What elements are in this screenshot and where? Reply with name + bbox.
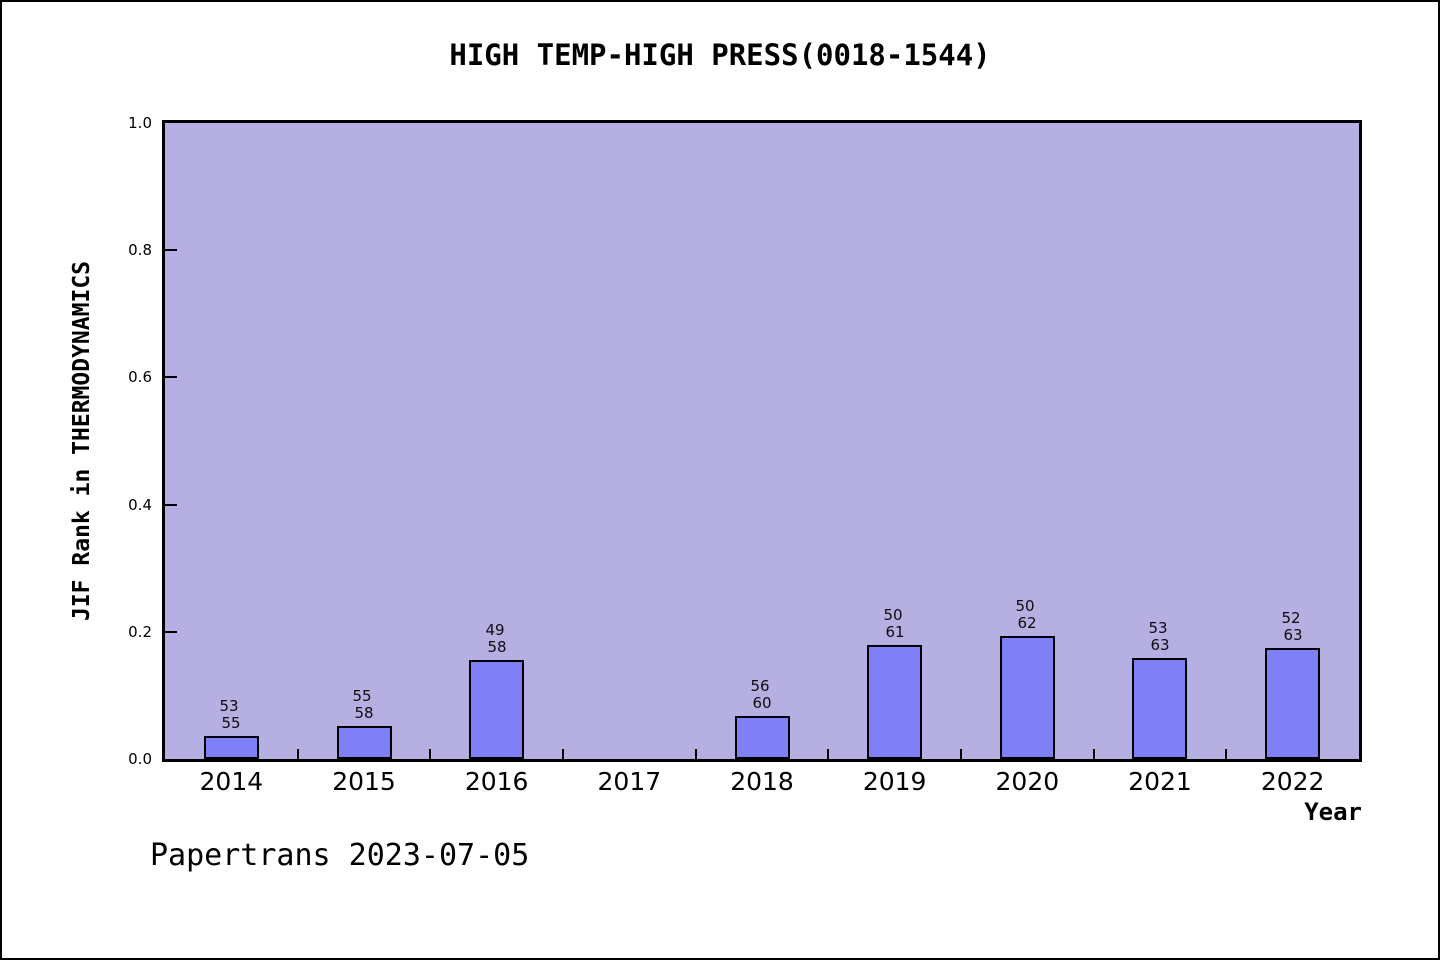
x-tick-mark xyxy=(827,749,830,759)
bar-value-label-2016: 49 58 xyxy=(462,622,532,656)
x-tick-mark xyxy=(429,749,432,759)
x-tick-label-2022: 2022 xyxy=(1260,767,1325,796)
x-axis-label: Year xyxy=(1304,798,1362,826)
bar-total-value: 58 xyxy=(487,638,507,656)
bar-2016 xyxy=(469,660,524,759)
bar-2018 xyxy=(735,716,790,759)
bar-total-value: 63 xyxy=(1150,636,1170,654)
x-tick-label-2021: 2021 xyxy=(1128,767,1192,796)
y-tick-label: 0.0 xyxy=(128,750,152,768)
y-tick-label: 0.6 xyxy=(128,368,152,387)
x-tick-label-2019: 2019 xyxy=(862,767,927,796)
bar-value-label-2021: 53 63 xyxy=(1125,620,1195,654)
bar-total-value: 55 xyxy=(221,714,241,732)
x-tick-label-2017: 2017 xyxy=(597,767,662,796)
x-tick-mark xyxy=(960,749,962,759)
bar-2020 xyxy=(1000,636,1055,759)
bar-value-label-2015: 55 58 xyxy=(329,688,399,722)
bar-2021 xyxy=(1132,658,1187,759)
y-tick-mark xyxy=(165,503,177,506)
bar-value-label-2020: 50 62 xyxy=(992,598,1062,632)
bar-value-label-2019: 50 61 xyxy=(860,607,930,641)
x-tick-mark xyxy=(296,749,299,759)
plot-area: 53 55 55 58 49 58 56 60 50 61 50 62 53 63 52 63 xyxy=(162,120,1362,762)
bar-2014 xyxy=(204,736,259,759)
bar-total-value: 63 xyxy=(1283,626,1303,644)
y-tick-mark xyxy=(165,630,177,633)
bar-value-label-2018: 56 60 xyxy=(727,678,797,712)
bar-2019 xyxy=(867,645,922,759)
x-tick-label-2020: 2020 xyxy=(995,767,1060,796)
y-axis-label: JIF Rank in THERMODYNAMICS xyxy=(69,260,95,622)
bar-rank-value: 53 xyxy=(1148,619,1168,637)
x-tick-label-2016: 2016 xyxy=(464,767,529,796)
y-tick-mark xyxy=(165,249,177,252)
bar-2022 xyxy=(1265,648,1320,759)
x-tick-label-2015: 2015 xyxy=(332,767,396,796)
y-tick-label: 1.0 xyxy=(128,114,152,132)
y-tick-label: 0.4 xyxy=(128,495,152,514)
bar-rank-value: 52 xyxy=(1281,609,1301,627)
watermark-footer: Papertrans 2023-07-05 xyxy=(150,838,530,873)
bar-2015 xyxy=(337,726,392,759)
x-tick-mark xyxy=(1092,749,1095,759)
y-tick-label: 0.8 xyxy=(128,241,152,260)
bar-total-value: 61 xyxy=(885,623,905,641)
bar-rank-value: 56 xyxy=(750,677,770,695)
x-tick-label-2014: 2014 xyxy=(199,767,264,796)
bar-rank-value: 55 xyxy=(352,687,372,705)
x-tick-mark xyxy=(1225,749,1228,759)
bar-value-label-2022: 52 63 xyxy=(1258,610,1328,644)
y-tick-label: 0.2 xyxy=(128,622,152,641)
bar-total-value: 58 xyxy=(354,704,374,722)
bar-total-value: 60 xyxy=(752,694,772,712)
bar-rank-value: 53 xyxy=(219,697,239,715)
y-tick-mark xyxy=(165,376,177,379)
x-tick-mark xyxy=(562,749,564,759)
bar-value-label-2014: 53 55 xyxy=(196,698,266,732)
x-tick-mark xyxy=(694,749,697,759)
bar-rank-value: 50 xyxy=(883,606,903,624)
chart-title: HIGH TEMP-HIGH PRESS(0018-1544) xyxy=(449,38,991,72)
bar-total-value: 62 xyxy=(1017,614,1037,632)
bar-rank-value: 50 xyxy=(1015,597,1035,615)
x-tick-label-2018: 2018 xyxy=(730,767,794,796)
bar-rank-value: 49 xyxy=(485,621,505,639)
